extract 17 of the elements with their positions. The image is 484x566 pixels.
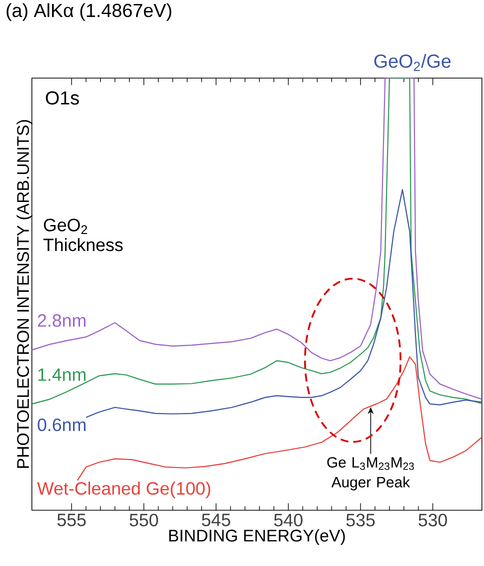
x-tick-label: 555: [57, 514, 86, 526]
x-tick-label: 545: [202, 514, 230, 526]
annotation: O1s: [46, 91, 79, 105]
series-label: 1.4nm: [38, 368, 86, 381]
x-axis-title: BINDING ENERGY(eV): [169, 529, 345, 545]
x-tick-label: 535: [346, 514, 375, 526]
x-tick-label: 530: [418, 514, 448, 526]
x-tick-label: 550: [130, 514, 158, 526]
y-axis-title: PHOTOELECTRON INTENSITY (ARB.UNITS): [16, 120, 32, 468]
chart-title: (a) AlKα (1.4867eV): [6, 3, 172, 21]
series-label: 0.6nm: [38, 418, 86, 432]
series-label: 2.8nm: [38, 314, 86, 327]
x-tick-label: 540: [274, 514, 303, 526]
series-label: Wet-Cleaned Ge(100): [37, 482, 210, 498]
annotation: Ge L$_{3}$M$_{23}$M$_{23}$ Auger Peak: [327, 457, 414, 490]
legend-title: GeO$_{2}$ Thickness: [43, 218, 123, 252]
annotation: GeO$_{2}$/Ge: [374, 54, 451, 71]
